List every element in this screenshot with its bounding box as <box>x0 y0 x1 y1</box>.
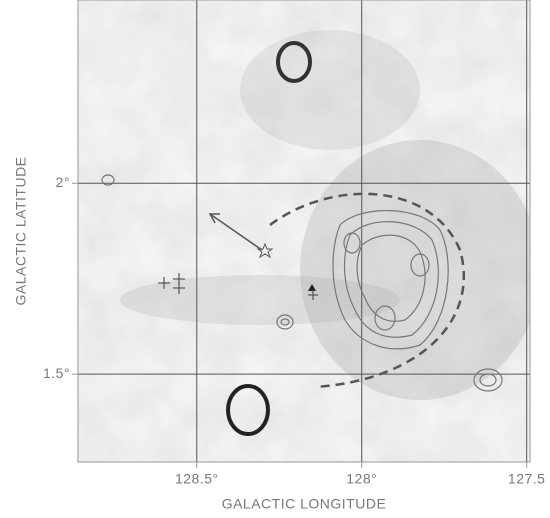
x-tick-label: 127.5 <box>508 471 546 487</box>
y-axis-label: GALACTIC LATITUDE <box>13 156 29 305</box>
x-axis-label: GALACTIC LONGITUDE <box>222 496 387 512</box>
y-tick-label: 1.5° <box>43 365 70 381</box>
x-tick-label: 128° <box>346 471 377 487</box>
plot-frame <box>77 0 531 463</box>
overlays <box>101 41 503 436</box>
x-tick-label: 128.5° <box>175 471 219 487</box>
y-tick-label: 2° <box>56 174 70 190</box>
